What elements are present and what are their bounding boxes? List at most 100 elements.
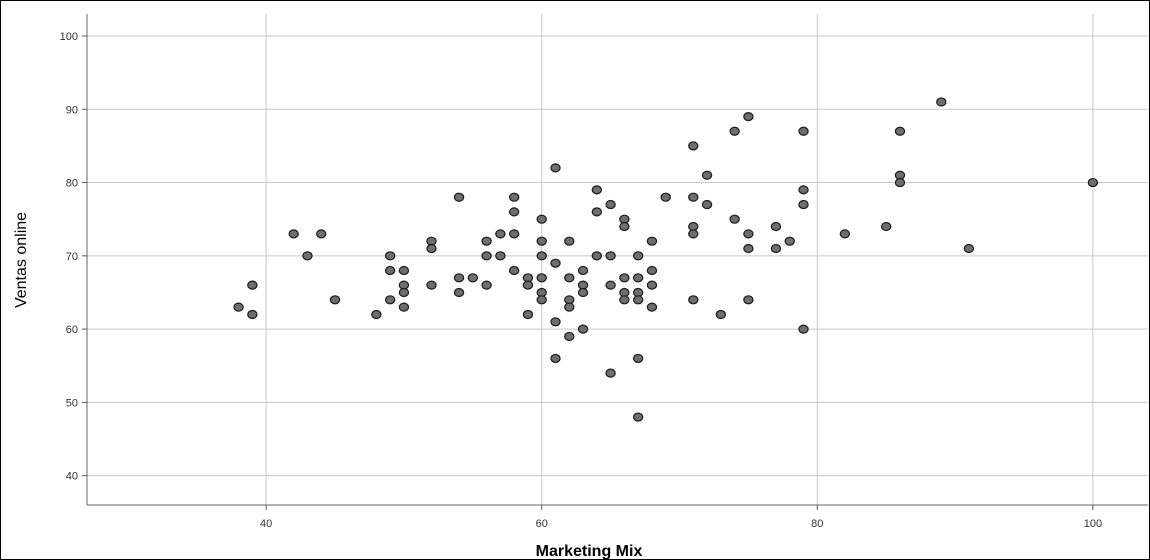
- data-point: [577, 324, 589, 334]
- data-point: [564, 273, 575, 283]
- data-point: [715, 309, 727, 320]
- x-tick-label: 100: [1084, 518, 1102, 530]
- data-point: [839, 229, 851, 239]
- data-point: [688, 229, 699, 239]
- data-point: [798, 126, 809, 136]
- data-point: [536, 214, 547, 224]
- data-point: [646, 265, 658, 276]
- data-point: [508, 229, 520, 239]
- data-point: [481, 236, 492, 246]
- data-point: [688, 295, 699, 305]
- data-point: [632, 412, 644, 422]
- y-tick-label: 80: [66, 178, 78, 190]
- data-point: [495, 229, 506, 239]
- data-point: [453, 273, 465, 283]
- y-tick-label: 50: [66, 397, 78, 409]
- data-point: [550, 317, 561, 327]
- data-point: [936, 97, 947, 107]
- data-point: [522, 309, 534, 320]
- data-point: [288, 229, 299, 239]
- data-point: [508, 265, 520, 276]
- data-point: [660, 192, 671, 202]
- data-point: [688, 141, 699, 151]
- x-axis-title: Marketing Mix: [536, 543, 643, 560]
- data-point: [550, 163, 561, 173]
- data-point: [398, 265, 410, 276]
- data-point: [550, 353, 561, 364]
- data-point: [508, 192, 520, 202]
- y-tick-label: 60: [66, 324, 78, 336]
- data-point: [481, 280, 492, 290]
- data-point: [233, 302, 244, 312]
- data-point: [564, 331, 575, 342]
- axes: [82, 14, 1148, 510]
- data-point: [632, 295, 644, 305]
- data-point: [536, 251, 547, 261]
- data-point: [688, 192, 699, 202]
- data-point: [646, 236, 658, 246]
- data-point: [591, 251, 603, 261]
- data-point: [729, 214, 740, 224]
- data-point: [605, 280, 616, 290]
- data-point: [453, 192, 465, 202]
- grid-lines: [87, 14, 1148, 505]
- data-point: [329, 295, 341, 305]
- data-point: [577, 287, 589, 298]
- data-point: [536, 273, 547, 283]
- data-point: [743, 295, 754, 305]
- data-point: [247, 309, 258, 320]
- data-point: [591, 207, 603, 217]
- data-point: [1087, 177, 1099, 188]
- data-point: [316, 229, 327, 239]
- x-tick-labels: 40 60 80 100: [260, 518, 1102, 530]
- data-point: [619, 221, 630, 232]
- data-point: [729, 126, 740, 136]
- data-point: [384, 295, 396, 305]
- data-point: [798, 199, 809, 210]
- data-point: [605, 199, 616, 210]
- y-tick-label: 90: [66, 104, 78, 116]
- data-point: [564, 236, 575, 246]
- data-point: [508, 207, 520, 217]
- data-point: [770, 243, 782, 254]
- data-point: [591, 185, 603, 195]
- data-point: [701, 170, 713, 180]
- data-point: [880, 221, 892, 232]
- data-point: [701, 199, 713, 210]
- data-point: [481, 251, 492, 261]
- data-point: [564, 302, 575, 312]
- data-point: [632, 353, 644, 364]
- x-tick-label: 80: [811, 518, 823, 530]
- data-point: [605, 251, 616, 261]
- data-point: [426, 243, 437, 254]
- data-point: [384, 265, 396, 276]
- y-tick-labels: 40 50 60 70 80 90 100: [60, 31, 78, 483]
- data-point: [894, 126, 906, 136]
- data-point: [495, 251, 506, 261]
- data-point: [467, 273, 479, 283]
- data-point: [743, 243, 754, 254]
- data-point: [550, 258, 561, 268]
- data-point: [632, 273, 644, 283]
- y-tick-label: 100: [60, 31, 78, 43]
- data-point: [743, 229, 754, 239]
- data-point: [894, 177, 906, 188]
- data-point: [619, 273, 630, 283]
- data-point: [398, 287, 410, 298]
- data-point: [522, 280, 534, 290]
- data-point: [536, 236, 547, 246]
- data-point: [770, 221, 782, 232]
- data-point: [743, 111, 754, 122]
- data-point: [619, 295, 630, 305]
- data-point: [384, 251, 396, 261]
- data-point: [398, 302, 410, 312]
- y-axis-title: Ventas online: [13, 212, 30, 308]
- data-point: [646, 302, 658, 312]
- data-points: [233, 97, 1099, 422]
- data-point: [247, 280, 258, 290]
- data-point: [784, 236, 795, 246]
- data-point: [453, 287, 465, 298]
- y-tick-label: 40: [66, 471, 78, 483]
- data-point: [371, 309, 382, 320]
